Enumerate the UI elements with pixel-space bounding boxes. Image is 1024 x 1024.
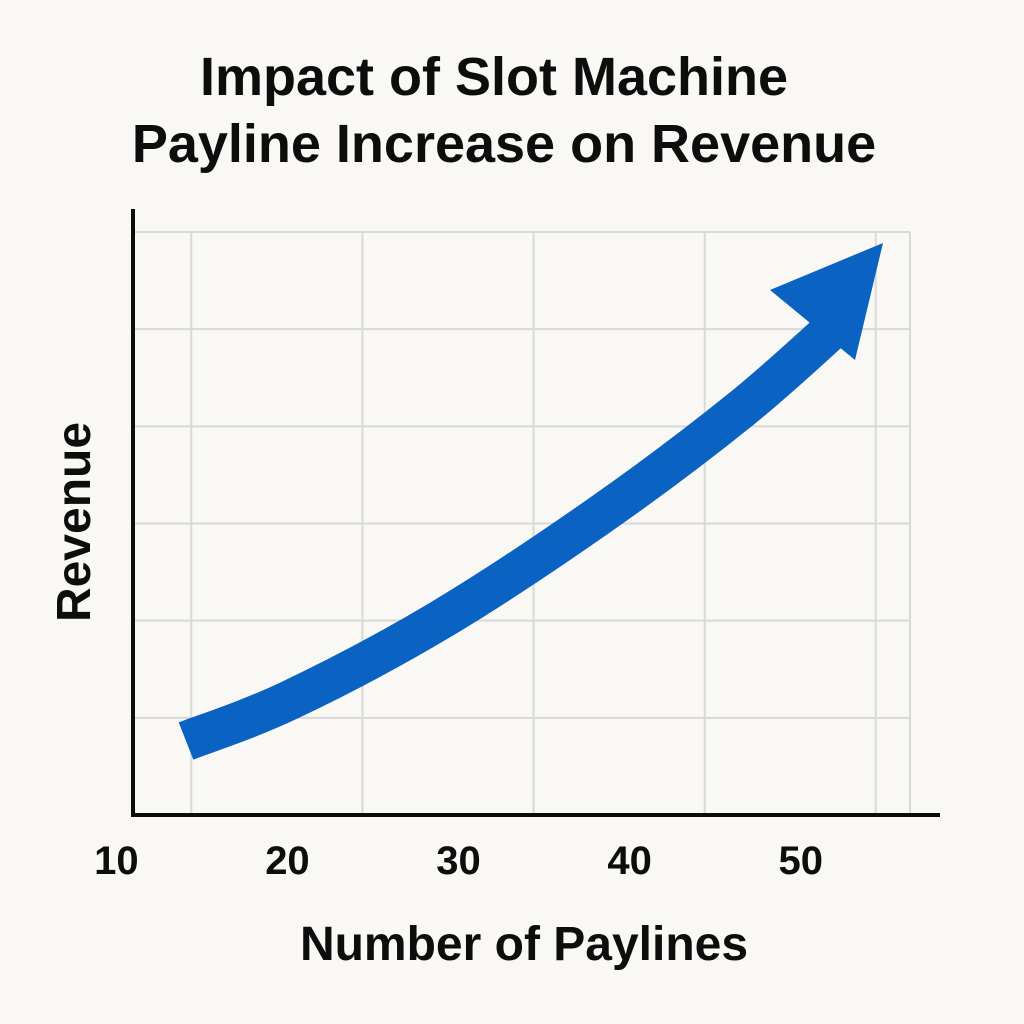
- axes: [131, 209, 940, 817]
- chart-title-line-2: Payline Increase on Revenue: [132, 114, 876, 174]
- x-tick-label-40: 40: [607, 839, 652, 883]
- y-axis-label: Revenue: [48, 422, 101, 622]
- x-tick-label-20: 20: [265, 839, 310, 883]
- x-tick-label-30: 30: [436, 839, 481, 883]
- chart-title-line-1: Impact of Slot Machine: [200, 47, 788, 107]
- revenue-series-arrowhead: [770, 243, 883, 360]
- series-layer: [178, 243, 883, 760]
- text-layer: Impact of Slot Machine Payline Increase …: [48, 47, 876, 971]
- x-axis-label: Number of Paylines: [300, 918, 748, 971]
- x-tick-label-50: 50: [779, 839, 824, 883]
- x-tick-labels: 10 20 30 40 50: [94, 839, 823, 883]
- revenue-series-line: [178, 306, 854, 760]
- x-tick-label-10: 10: [94, 839, 139, 883]
